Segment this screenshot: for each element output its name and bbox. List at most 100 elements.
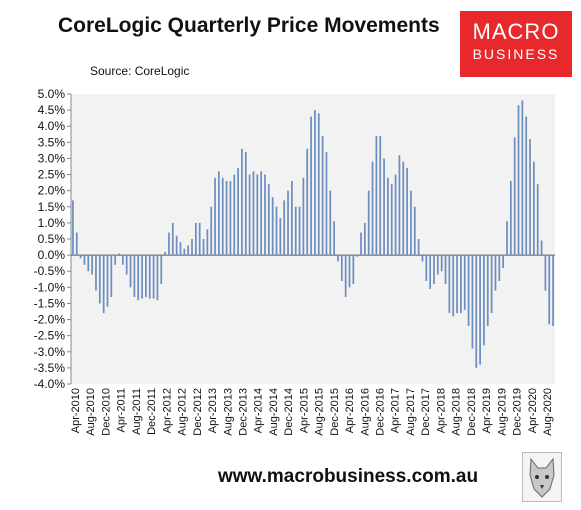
bar [129, 255, 132, 288]
bar [183, 248, 186, 256]
bar [248, 174, 251, 256]
bar [187, 245, 190, 256]
bar [83, 255, 86, 265]
x-tick-label: Aug-2019 [496, 388, 508, 436]
y-tick-label: 3.0% [38, 151, 66, 165]
x-tick-label: Dec-2014 [283, 388, 295, 436]
bar [509, 181, 512, 256]
bar [133, 255, 136, 297]
bar [398, 155, 401, 256]
x-tick-label: Apr-2014 [253, 388, 265, 433]
y-tick-label: 3.5% [38, 135, 66, 149]
bar [371, 161, 374, 256]
bar [175, 235, 178, 256]
y-tick-label: -3.5% [34, 361, 66, 375]
bar [91, 255, 93, 275]
bar [360, 232, 362, 256]
bar [98, 255, 101, 304]
x-tick-label: Aug-2017 [405, 388, 417, 436]
x-tick-label: Apr-2020 [527, 388, 539, 433]
bar [164, 251, 166, 256]
bar [421, 255, 424, 262]
x-tick-label: Aug-2016 [359, 388, 371, 436]
bar [314, 110, 316, 256]
x-tick-label: Dec-2010 [100, 388, 112, 436]
x-tick-label: Aug-2018 [451, 388, 463, 436]
bar [191, 239, 193, 256]
bar [79, 255, 82, 259]
bar [275, 206, 278, 256]
bar [506, 221, 508, 256]
bar [260, 171, 263, 256]
bar [456, 255, 458, 314]
bar [125, 255, 128, 275]
bar [363, 222, 366, 256]
bar [486, 255, 489, 326]
bar [429, 255, 432, 289]
bar [171, 222, 174, 256]
bar [375, 135, 378, 256]
bar [425, 255, 428, 281]
bar [402, 161, 405, 256]
bar [329, 190, 332, 256]
y-tick-label: 0.5% [38, 232, 66, 246]
bar [394, 174, 397, 256]
bar [221, 177, 224, 256]
y-tick-label: -1.5% [34, 296, 66, 310]
y-tick-label: -2.0% [34, 313, 66, 327]
bar [433, 255, 435, 285]
x-tick-label: Apr-2017 [390, 388, 402, 433]
bar [383, 158, 385, 256]
bar [340, 255, 343, 281]
bar [417, 239, 420, 256]
bar [533, 161, 535, 256]
x-tick-label: Apr-2019 [481, 388, 493, 433]
y-tick-label: -3.0% [34, 345, 66, 359]
bar [475, 255, 478, 368]
bar [264, 174, 266, 256]
bar [521, 100, 524, 256]
bar [387, 177, 389, 256]
bar [141, 255, 143, 299]
footer-url[interactable]: www.macrobusiness.com.au [218, 466, 479, 487]
x-tick-label: Apr-2012 [161, 388, 173, 433]
bar [298, 206, 301, 256]
bar [440, 255, 443, 272]
bar [145, 255, 147, 297]
bar [118, 253, 120, 256]
bar [471, 255, 474, 349]
x-tick-label: Aug-2010 [85, 388, 97, 436]
bar [337, 255, 339, 262]
bar [448, 255, 451, 314]
bar [544, 255, 547, 291]
x-tick-label: Dec-2015 [329, 388, 341, 436]
bar [179, 242, 182, 256]
bar [310, 116, 312, 256]
bar [410, 190, 412, 256]
chart-title: CoreLogic Quarterly Price Movements [58, 14, 440, 37]
bar [498, 255, 501, 281]
y-tick-label: 4.5% [38, 103, 66, 117]
x-tick-label: Dec-2011 [146, 388, 158, 435]
bar [444, 255, 447, 285]
wolf-logo-icon [522, 452, 562, 502]
bar [214, 177, 216, 256]
bar [552, 255, 554, 326]
y-tick-label: -4.0% [34, 377, 66, 391]
bar [152, 255, 155, 299]
chart-source: Source: CoreLogic [90, 64, 190, 78]
bar [244, 152, 247, 256]
bar [406, 168, 408, 256]
bar [352, 255, 355, 285]
bar [517, 105, 520, 256]
x-tick-label: Apr-2018 [435, 388, 447, 433]
y-tick-label: 0.0% [38, 248, 66, 262]
bar [356, 255, 359, 257]
x-tick-label: Dec-2019 [512, 388, 524, 436]
bar [218, 171, 220, 256]
bar [156, 255, 159, 301]
x-tick-label: Dec-2016 [375, 388, 387, 436]
bar [256, 174, 259, 256]
bar [75, 232, 78, 256]
y-tick-label: 2.5% [38, 168, 66, 182]
